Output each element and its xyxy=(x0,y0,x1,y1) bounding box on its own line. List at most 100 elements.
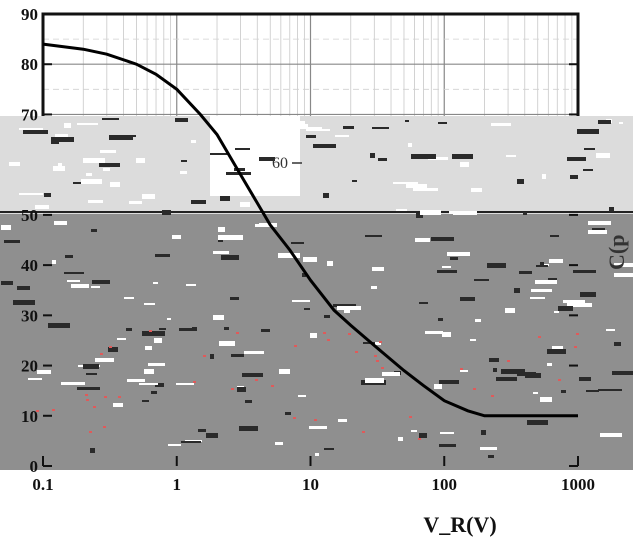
noise-mark xyxy=(167,318,171,320)
noise-mark xyxy=(480,447,497,450)
noise-mark xyxy=(409,416,412,418)
noise-mark xyxy=(570,175,578,179)
noise-mark xyxy=(370,153,375,158)
y-tick-label: 40 xyxy=(21,256,38,275)
x-tick-label: 1000 xyxy=(561,475,595,494)
noise-mark xyxy=(274,122,278,125)
noise-mark xyxy=(168,444,181,446)
noise-mark xyxy=(517,179,524,184)
noise-mark xyxy=(83,158,105,163)
noise-mark xyxy=(452,154,473,159)
noise-mark xyxy=(100,353,103,355)
noise-mark xyxy=(206,433,218,438)
noise-mark xyxy=(91,286,100,288)
noise-mark xyxy=(536,265,548,267)
noise-mark xyxy=(271,385,274,387)
noise-mark xyxy=(103,426,106,428)
noise-mark xyxy=(191,140,196,143)
noise-mark xyxy=(54,221,67,225)
noise-mark xyxy=(393,182,418,184)
noise-mark xyxy=(405,120,409,122)
noise-mark xyxy=(155,383,164,387)
noise-mark xyxy=(576,333,579,335)
y-tick-label: 80 xyxy=(21,55,38,74)
noise-mark xyxy=(154,338,162,343)
noise-mark xyxy=(501,369,525,374)
noise-mark xyxy=(584,148,595,150)
noise-mark xyxy=(306,127,322,131)
noise-mark xyxy=(291,242,304,244)
noise-mark xyxy=(118,396,121,398)
noise-mark xyxy=(619,122,623,124)
noise-mark xyxy=(415,238,430,242)
series-line xyxy=(42,42,578,418)
noise-mark xyxy=(362,431,365,433)
noise-mark xyxy=(108,347,118,352)
noise-mark xyxy=(348,333,351,335)
noise-mark xyxy=(180,171,187,174)
noise-mark xyxy=(231,388,234,390)
noise-mark xyxy=(306,135,316,138)
y-tick-label: 90 xyxy=(21,5,38,24)
noise-mark xyxy=(523,212,527,215)
y-tick-label: 10 xyxy=(21,407,38,426)
noise-mark xyxy=(612,371,633,375)
noise-mark xyxy=(231,354,244,357)
noise-mark xyxy=(425,331,443,334)
noise-mark xyxy=(378,158,387,161)
noise-mark xyxy=(327,261,333,266)
noise-mark xyxy=(355,351,358,353)
noise-mark xyxy=(52,260,56,264)
noise-mark xyxy=(344,310,350,313)
noise-mark xyxy=(542,174,546,179)
noise-mark xyxy=(561,390,566,393)
noise-mark xyxy=(293,417,296,419)
noise-mark xyxy=(540,397,552,402)
noise-mark xyxy=(144,303,155,305)
noise-mark xyxy=(428,157,448,160)
noise-mark xyxy=(434,384,442,389)
noise-mark xyxy=(213,251,229,254)
noise-mark xyxy=(172,235,181,239)
noise-mark xyxy=(242,373,263,377)
noise-mark xyxy=(413,188,438,191)
noise-mark xyxy=(577,129,599,134)
noise-mark xyxy=(438,318,443,321)
noise-mark xyxy=(221,255,239,260)
noise-mark xyxy=(1,281,13,285)
noise-mark xyxy=(337,306,361,310)
y-tick-label: 50 xyxy=(21,206,38,225)
noise-mark xyxy=(142,194,155,199)
noise-mark xyxy=(77,123,98,125)
noise-mark xyxy=(396,209,407,211)
noise-mark xyxy=(583,169,593,171)
noise-mark xyxy=(487,263,506,268)
noise-mark xyxy=(554,311,559,313)
y-tick-label: 0 xyxy=(30,457,39,476)
noise-mark xyxy=(124,297,134,299)
noise-mark xyxy=(563,300,585,303)
noise-mark xyxy=(91,229,97,232)
noise-mark xyxy=(324,448,334,450)
noise-mark xyxy=(44,193,51,197)
noise-mark xyxy=(614,342,621,346)
noise-mark xyxy=(144,369,154,374)
noise-mark xyxy=(450,257,458,260)
noise-mark xyxy=(365,378,384,383)
noise-mark xyxy=(261,329,270,332)
noise-mark xyxy=(142,331,165,336)
noise-mark xyxy=(129,201,142,204)
noise-mark xyxy=(302,273,306,277)
noise-mark xyxy=(438,122,447,124)
noise-mark xyxy=(375,342,381,345)
noise-mark xyxy=(606,329,615,331)
noise-mark xyxy=(51,141,59,144)
noise-mark xyxy=(327,339,330,341)
inset-overlay: 60 C(p xyxy=(0,116,633,470)
noise-mark xyxy=(314,419,317,421)
noise-mark xyxy=(460,368,463,370)
noise-mark xyxy=(460,370,468,372)
noise-mark xyxy=(323,193,329,198)
noise-mark xyxy=(294,345,297,347)
noise-mark xyxy=(439,380,459,384)
